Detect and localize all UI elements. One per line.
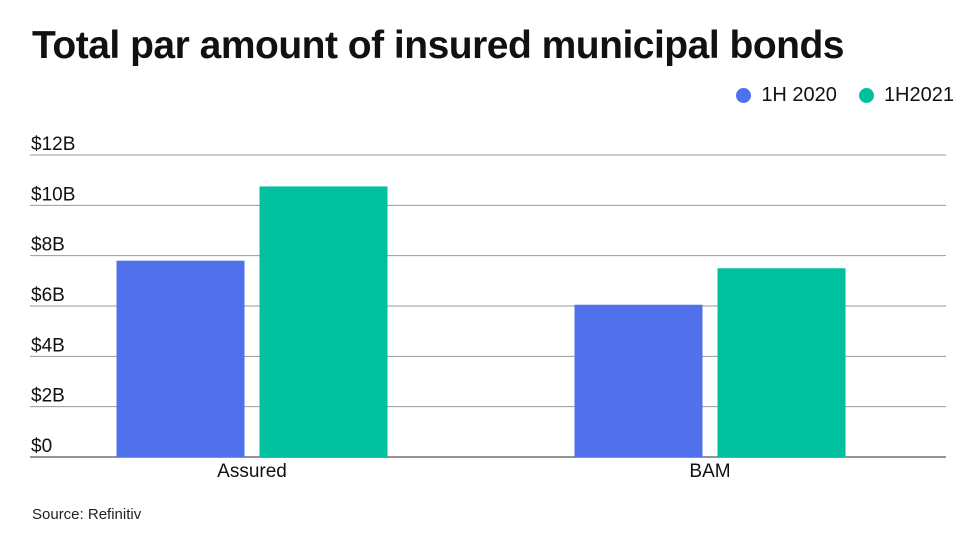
- legend-label-series-1: 1H 2020: [761, 84, 837, 106]
- y-tick-label: $2B: [31, 386, 65, 407]
- bar-1: [116, 260, 245, 457]
- chart-title: Total par amount of insured municipal bo…: [32, 24, 844, 67]
- y-tick-label: $8B: [31, 235, 65, 256]
- legend: 1H 2020 1H2021: [736, 84, 954, 107]
- y-tick-label: $12B: [31, 134, 75, 155]
- bar-1: [574, 304, 703, 457]
- legend-item-series-1: 1H 2020: [736, 84, 837, 107]
- bar-2: [259, 186, 388, 458]
- y-tick-label: $0: [31, 436, 52, 457]
- legend-swatch-series-1: [736, 88, 752, 103]
- y-tick-label: $10B: [31, 184, 75, 205]
- legend-swatch-series-2: [858, 88, 874, 103]
- x-tick-label: Assured: [217, 461, 287, 482]
- y-tick-label: $6B: [31, 285, 65, 306]
- legend-item-series-2: 1H2021: [858, 84, 954, 107]
- legend-label-series-2: 1H2021: [883, 84, 954, 106]
- source-note: Source: Refinitiv: [32, 506, 142, 523]
- bar-2: [717, 268, 846, 457]
- x-tick-label: BAM: [689, 461, 730, 482]
- y-tick-label: $4B: [31, 335, 65, 356]
